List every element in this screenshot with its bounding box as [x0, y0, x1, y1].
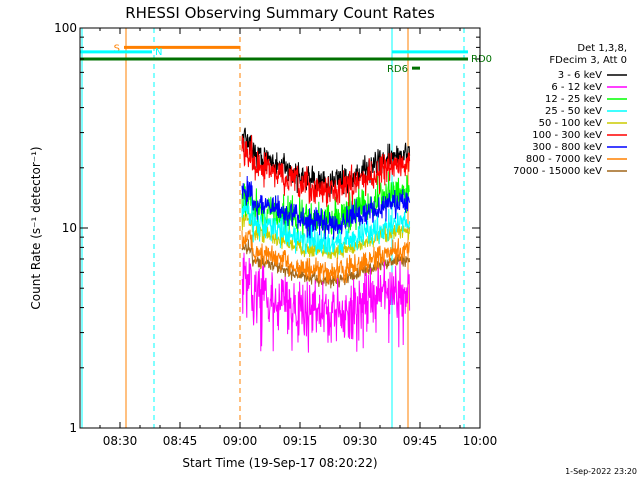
vertical-markers: [81, 28, 465, 428]
legend-label-0: 3 - 6 keV: [558, 70, 602, 81]
legend-label-7: 800 - 7000 keV: [526, 154, 602, 165]
y-axis: 1 10 100: [54, 21, 480, 435]
legend-label-3: 25 - 50 keV: [545, 106, 602, 117]
flag-label-0: S: [114, 43, 120, 54]
legend-label-6: 300 - 800 keV: [532, 142, 602, 153]
x-tick-label: 10:00: [463, 434, 498, 448]
legend-header-line-1: Det 1,3,8,: [577, 43, 627, 54]
y-tick-label: 1: [69, 421, 77, 435]
x-tick-label: 09:45: [403, 434, 438, 448]
footer-timestamp: 1-Sep-2022 23:20: [565, 467, 637, 476]
x-tick-label: 09:30: [343, 434, 378, 448]
x-tick-label: 09:15: [283, 434, 318, 448]
chart-title: RHESSI Observing Summary Count Rates: [125, 4, 435, 22]
series-300-800-kev: [241, 175, 411, 240]
x-tick-label: 08:45: [163, 434, 198, 448]
x-tick-label: 08:30: [103, 434, 138, 448]
series-6-12-kev: [241, 252, 411, 353]
series-100-300-kev: [241, 135, 411, 207]
legend-label-1: 6 - 12 keV: [551, 82, 602, 93]
x-axis: 08:30 08:45 09:00 09:15 09:30 09:45 10:00: [99, 28, 498, 448]
legend-label-4: 50 - 100 keV: [539, 118, 603, 129]
x-tick-label: 09:00: [223, 434, 258, 448]
flag-label-1: N: [155, 47, 162, 58]
legend-label-8: 7000 - 15000 keV: [513, 166, 602, 177]
legend-header-line-2: FDecim 3, Att 0: [549, 55, 627, 66]
flag-label-4: RD6: [387, 64, 408, 75]
y-tick-label: 100: [54, 21, 77, 35]
x-axis-label: Start Time (19-Sep-17 08:20:22): [182, 456, 377, 470]
flag-label-3: RD0: [471, 54, 492, 65]
y-tick-label: 10: [62, 221, 77, 235]
legend-label-5: 100 - 300 keV: [532, 130, 602, 141]
series-25-50-kev: [241, 196, 411, 256]
flag-lines: S N RD0 RD6: [80, 43, 492, 75]
y-axis-label: Count Rate (s⁻¹ detector⁻¹): [29, 146, 43, 309]
legend-label-2: 12 - 25 keV: [545, 94, 602, 105]
series-800-7000-kev: [241, 229, 411, 285]
data-series: [241, 127, 411, 353]
